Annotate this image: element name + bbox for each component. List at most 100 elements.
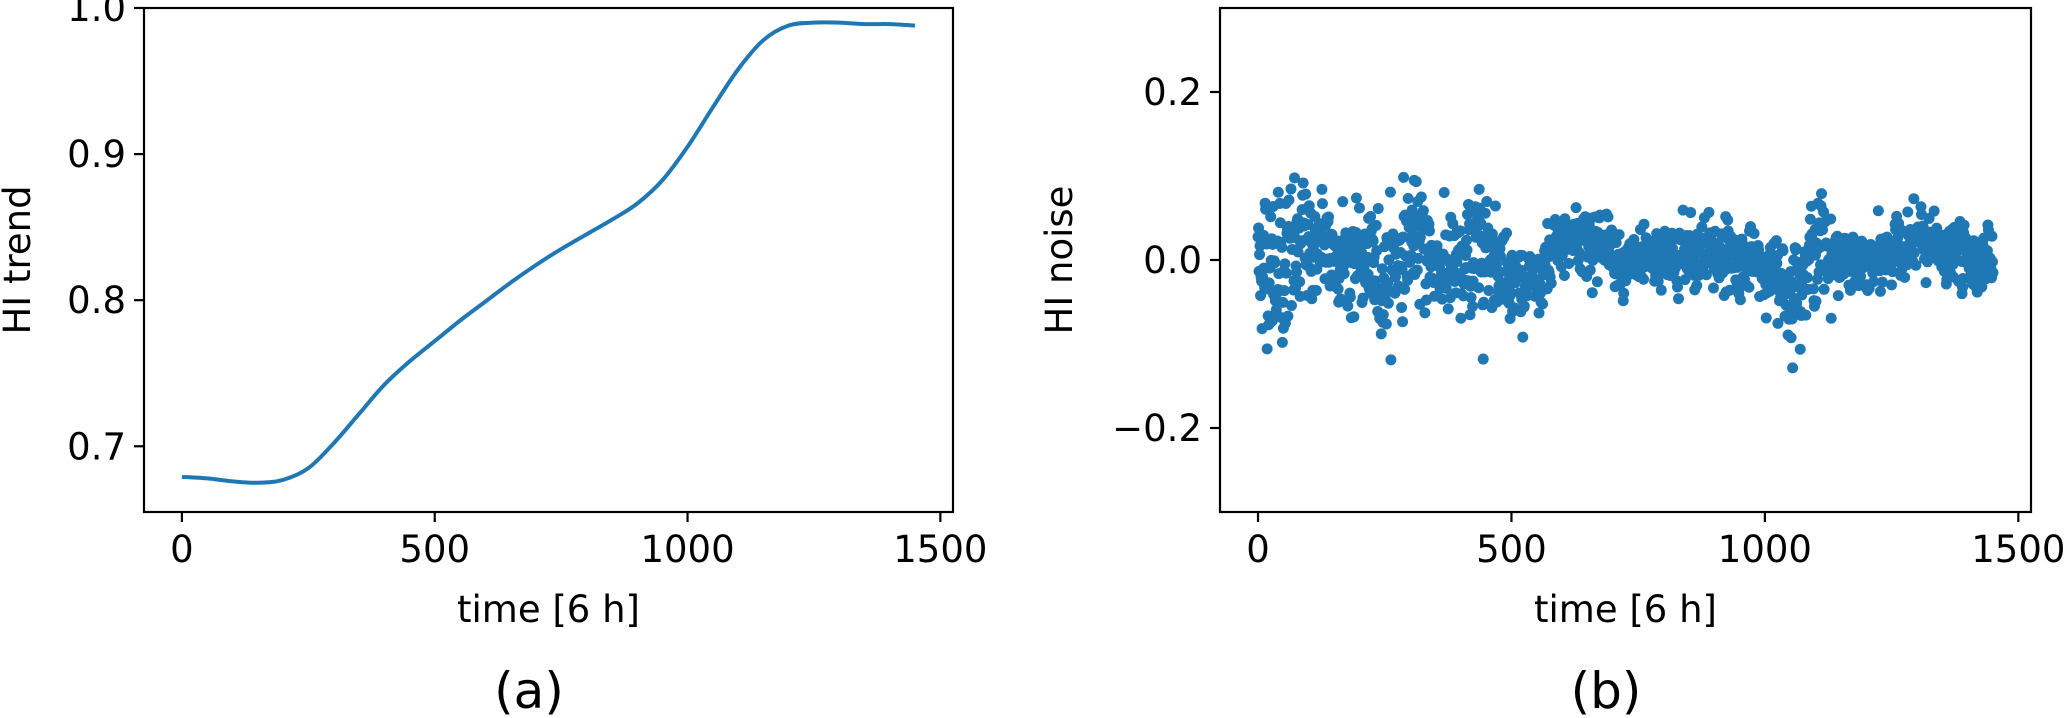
scatter-point: [1957, 281, 1969, 293]
scatter-point: [1376, 263, 1388, 275]
scatter-point: [1276, 241, 1288, 253]
scatter-point: [1465, 291, 1477, 303]
panel-caption-b: (b): [1571, 662, 1642, 718]
scatter-point: [1928, 205, 1940, 217]
scatter-point: [1844, 284, 1856, 296]
x-axis-ticks-b: 0 500 1000 1500: [1246, 512, 2065, 571]
scatter-point: [1365, 211, 1377, 223]
scatter-point: [1478, 296, 1490, 308]
scatter-point: [1454, 225, 1466, 237]
y-axis-ticks-b: −0.2 0.0 0.2: [1112, 71, 1220, 450]
scatter-point: [1791, 298, 1803, 310]
scatter-point: [1332, 283, 1344, 295]
scatter-point: [1382, 297, 1394, 309]
y-axis-label-b: HI noise: [1038, 186, 1081, 335]
scatter-point: [1558, 270, 1570, 281]
scatter-point: [1451, 256, 1463, 268]
scatter-point: [1613, 229, 1625, 241]
scatter-point: [1807, 283, 1819, 295]
scatter-point: [1483, 284, 1495, 296]
scatter-point: [1412, 252, 1424, 264]
scatter-point: [1385, 354, 1397, 366]
scatter-point: [1700, 269, 1712, 281]
scatter-point: [1423, 225, 1435, 237]
scatter-point: [1323, 211, 1335, 223]
scatter-point: [1461, 244, 1473, 256]
scatter-point: [1277, 296, 1289, 308]
y-tick-label: 0.8: [67, 279, 126, 322]
scatter-point: [1505, 286, 1517, 298]
y-tick-label: 0.0: [1143, 239, 1202, 282]
scatter-point: [1517, 331, 1529, 343]
scatter-point: [1285, 299, 1297, 311]
scatter-point: [1310, 284, 1322, 296]
scatter-point: [1283, 194, 1295, 206]
scatter-point: [1818, 206, 1830, 218]
scatter-point: [1886, 279, 1898, 291]
scatter-point: [1573, 246, 1585, 258]
scatter-point: [1477, 353, 1489, 365]
scatter-point: [1377, 309, 1389, 321]
scatter-point: [1375, 328, 1387, 340]
scatter-point: [1584, 264, 1596, 276]
scatter-point: [1270, 304, 1282, 316]
scatter-point: [1794, 343, 1806, 355]
scatter-point: [1724, 284, 1736, 296]
scatter-point: [1876, 276, 1888, 288]
scatter-point: [1563, 257, 1575, 269]
scatter-point: [1743, 281, 1755, 293]
scatter-point: [1282, 310, 1294, 322]
scatter-point: [1760, 312, 1772, 324]
scatter-point: [1855, 270, 1867, 282]
scatter-point: [1417, 205, 1429, 217]
scatter-point: [1703, 206, 1715, 218]
scatter-point: [1734, 294, 1746, 306]
scatter-point: [1338, 268, 1350, 280]
scatter-point: [1276, 336, 1288, 348]
scatter-point: [1384, 186, 1396, 198]
scatter-point: [1533, 307, 1545, 319]
scatter-point: [1292, 246, 1304, 258]
y-tick-label: 0.7: [67, 425, 126, 468]
x-tick-label: 500: [399, 528, 470, 571]
scatter-point: [1958, 219, 1970, 231]
scatter-point: [1696, 221, 1708, 233]
scatter-point: [1294, 276, 1306, 288]
scatter-point: [1436, 293, 1448, 305]
scatter-point: [1628, 233, 1640, 245]
scatter-point: [1473, 282, 1485, 294]
scatter-point: [1402, 192, 1414, 204]
scatter-point: [1908, 247, 1920, 259]
scatter-point: [1818, 283, 1830, 295]
scatter-point: [1501, 227, 1513, 239]
scatter-point: [1708, 282, 1719, 294]
scatter-point: [1481, 196, 1493, 208]
series-line-hi-trend: [181, 20, 916, 485]
scatter-point: [1908, 193, 1920, 205]
scatter-point: [1770, 235, 1782, 247]
scatter-point: [1467, 300, 1479, 312]
scatter-point: [1316, 198, 1328, 210]
y-tick-label: 0.9: [67, 133, 126, 176]
scatter-point: [1787, 362, 1799, 374]
scatter-point: [1816, 188, 1828, 200]
scatter-point: [1449, 275, 1461, 287]
y-tick-label: −0.2: [1112, 407, 1202, 450]
scatter-point: [1442, 303, 1454, 315]
x-tick-label: 0: [170, 528, 194, 571]
panel-caption-a: (a): [494, 662, 564, 718]
scatter-point: [1722, 214, 1734, 226]
scatter-point: [1410, 176, 1422, 188]
panel-b-hi-noise: 0 500 1000 1500 −0.2 0.0 0.2 time [6 h] HI no…: [1038, 6, 2065, 718]
scatter-point: [1518, 300, 1530, 312]
scatter-point: [1278, 285, 1290, 297]
scatter-point: [1899, 271, 1911, 283]
scatter-point: [1265, 211, 1277, 223]
scatter-point: [1986, 230, 1998, 242]
scatter-point: [1825, 312, 1837, 324]
scatter-point: [1269, 257, 1281, 269]
scatter-point: [1397, 231, 1409, 243]
scatter-point: [1389, 271, 1401, 283]
scatter-point: [1272, 186, 1284, 198]
